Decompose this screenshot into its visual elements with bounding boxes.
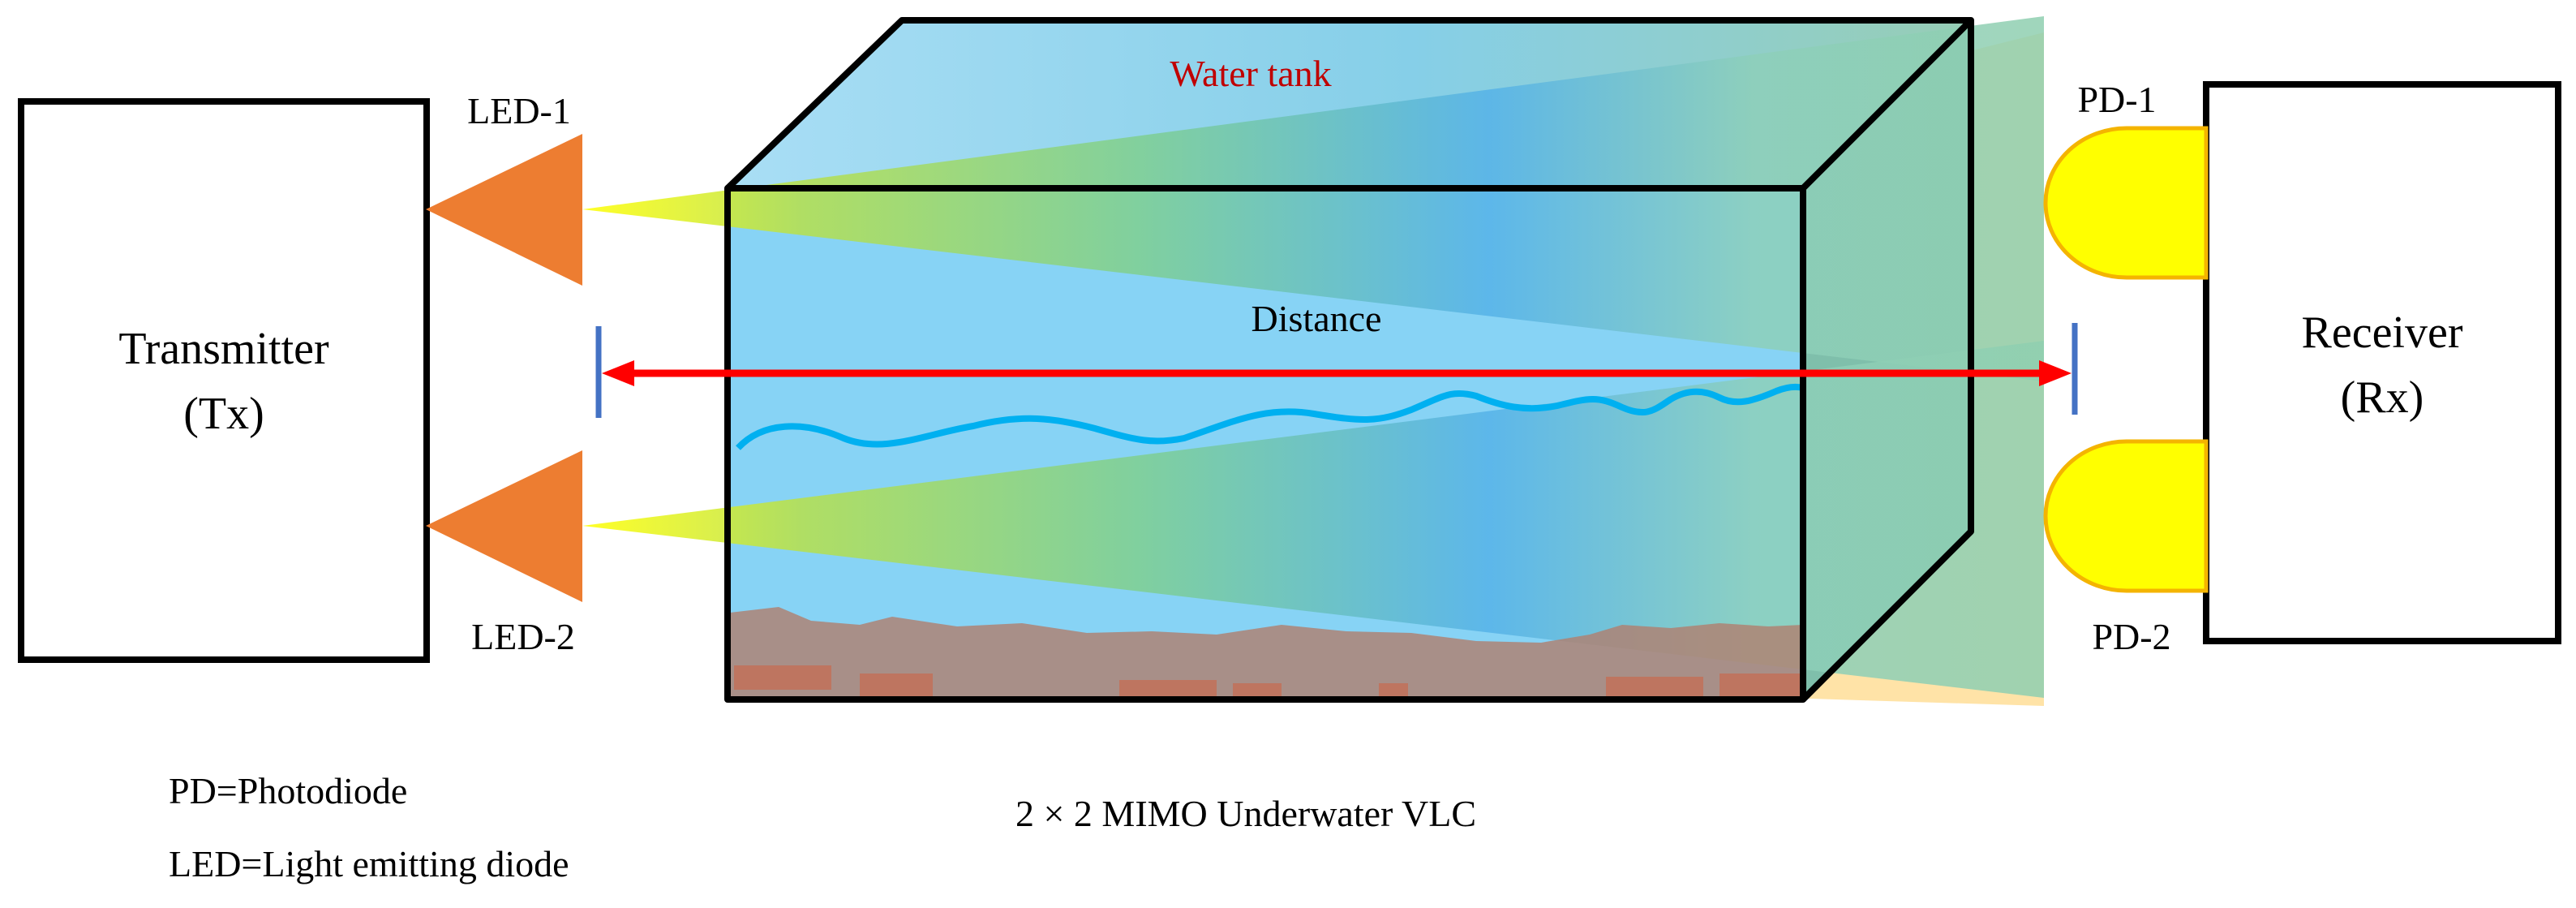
distance-arrowhead-left <box>602 360 634 386</box>
tank-sediment <box>730 607 1803 699</box>
receiver-box <box>2203 81 2561 644</box>
legend-pd: PD=Photodiode <box>169 770 407 811</box>
led1-light-beam <box>582 16 2044 381</box>
water-tank-label: Water tank <box>1170 53 1331 94</box>
pd2-label: PD-2 <box>2092 616 2170 657</box>
receiver-label-line1: Receiver <box>2302 308 2463 358</box>
pd1-photodiode <box>2043 126 2209 280</box>
legend-led: LED=Light emitting diode <box>169 843 569 884</box>
transmitter-label-line2: (Tx) <box>183 389 264 439</box>
led1-emitter <box>426 134 582 286</box>
led1-label: LED-1 <box>467 90 571 131</box>
led2-emitter <box>426 450 582 602</box>
transmitter-box <box>18 98 430 663</box>
distance-label: Distance <box>1252 298 1382 339</box>
distance-arrowhead-right <box>2039 360 2072 386</box>
sediment-debris <box>734 665 1801 699</box>
water-wave <box>736 383 1804 450</box>
diagram-caption: 2 × 2 MIMO Underwater VLC <box>1015 793 1476 834</box>
led2-light-beam <box>582 341 2044 698</box>
tank-outline <box>724 17 1974 703</box>
led2-label: LED-2 <box>471 616 575 657</box>
transmitter-label-line1: Transmitter <box>118 324 329 374</box>
pd1-label: PD-1 <box>2077 79 2156 120</box>
pd2-photodiode <box>2043 439 2209 593</box>
receiver-label-line2: (Rx) <box>2341 372 2424 423</box>
